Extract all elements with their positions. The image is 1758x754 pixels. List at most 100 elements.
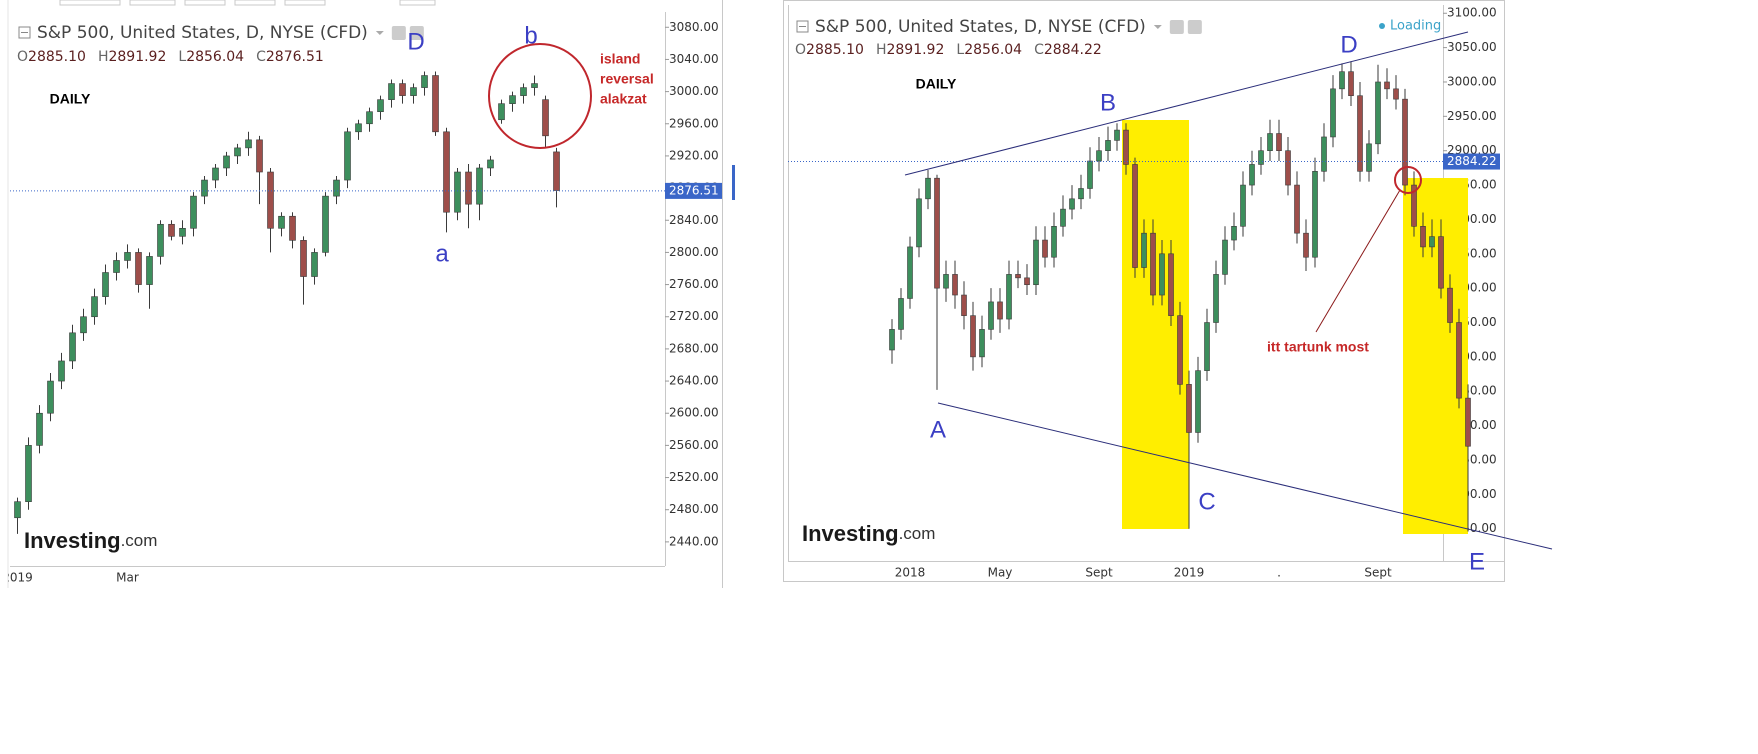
settings-button[interactable] — [1169, 20, 1184, 34]
frame-border — [783, 0, 1505, 582]
y-tick-label: 3080.00 — [669, 20, 719, 34]
candle-body — [943, 274, 949, 289]
candle-layer — [14, 61, 1471, 534]
y-tick-label: 2640.00 — [669, 374, 719, 388]
note: alakzat — [600, 91, 647, 107]
candle-body — [1015, 274, 1021, 279]
x-tick-label: Sept — [1085, 566, 1113, 580]
candle-body — [25, 445, 32, 502]
candle-body — [1069, 198, 1075, 210]
candle-body — [443, 131, 450, 213]
ohlc-value: 2891.92 — [886, 42, 944, 58]
candle-body — [988, 301, 994, 330]
toolbar-button[interactable] — [184, 0, 226, 6]
candle-body — [1411, 184, 1417, 227]
ohlc-key: H — [876, 42, 887, 58]
timeframe-label: DAILY — [50, 91, 91, 107]
candle-body — [421, 75, 428, 88]
y-tick-label: 3100.00 — [1447, 6, 1497, 20]
candle-body — [168, 223, 175, 237]
x-tick-label: 2019 — [2, 571, 33, 585]
toolbar-button[interactable] — [129, 0, 176, 6]
ohlc-value: 2891.92 — [108, 49, 166, 65]
candle-body — [289, 215, 296, 241]
candle-body — [925, 177, 931, 200]
candle-body — [1456, 322, 1462, 399]
candle-body — [1123, 129, 1129, 165]
candle-body — [1249, 164, 1255, 186]
candle-body — [1366, 143, 1372, 172]
ohlc-value: 2876.51 — [266, 49, 324, 65]
candle-body — [1024, 277, 1030, 286]
candle-body — [388, 83, 395, 100]
wave-label: A — [930, 416, 946, 443]
x-tick-label: Mar — [116, 571, 139, 585]
x-tick-label: 2019 — [1174, 566, 1205, 580]
candle-body — [432, 75, 439, 133]
candle-body — [344, 131, 351, 181]
highlight-circle — [488, 43, 592, 149]
candle-body — [1177, 315, 1183, 385]
y-tick-label: 2950.00 — [1447, 109, 1497, 123]
candle-body — [1051, 226, 1057, 258]
ohlc-key: H — [98, 49, 109, 65]
candle-body — [311, 252, 318, 277]
candle-body — [520, 87, 527, 96]
candle-body — [1303, 232, 1309, 258]
price-box — [1443, 153, 1500, 170]
toolbar-button[interactable] — [399, 0, 436, 6]
chart-title: S&P 500, United States, D, NYSE (CFD) — [37, 23, 368, 43]
wave-label: D — [1340, 31, 1357, 58]
candle-body — [69, 332, 76, 362]
candle-body — [1375, 81, 1381, 145]
candle-body — [1132, 164, 1138, 268]
settings-button[interactable] — [1187, 20, 1202, 34]
candle-body — [1204, 322, 1210, 371]
trend-line — [904, 31, 1469, 176]
side-marker — [732, 165, 735, 200]
candle-body — [1033, 239, 1039, 286]
toolbar-button[interactable] — [284, 0, 326, 6]
wave-label: D — [407, 28, 424, 55]
candle-body — [1159, 253, 1165, 296]
candle-body — [91, 296, 98, 318]
candle-body — [267, 171, 274, 229]
candle-body — [47, 380, 54, 414]
candle-body — [124, 252, 131, 261]
y-tick-label: 2760.00 — [669, 277, 719, 291]
price-label: 2876.51 — [669, 183, 719, 197]
candle-body — [1186, 384, 1192, 433]
x-tick-label: 2018 — [895, 566, 926, 580]
watermark-suffix: .com — [899, 524, 936, 543]
candle-body — [1114, 129, 1120, 141]
ohlc-value: 2885.10 — [806, 42, 864, 58]
settings-button[interactable] — [409, 26, 424, 40]
candle-body — [1060, 208, 1066, 227]
candle-body — [934, 177, 940, 289]
candle-body — [146, 256, 153, 285]
candle-body — [1078, 188, 1084, 200]
candle-body — [333, 179, 340, 197]
candle-body — [1096, 150, 1102, 162]
wave-label: B — [1100, 89, 1116, 116]
label-layer: 2876.51 S&P 500, United States, D, NYSE (… — [10, 17, 1500, 553]
ohlc-value: 2884.22 — [1044, 42, 1102, 58]
candle-body — [1384, 81, 1390, 90]
candle-body — [970, 315, 976, 358]
candle-body — [1402, 98, 1408, 186]
candle-body — [157, 223, 164, 257]
y-tick-label: 2600.00 — [669, 406, 719, 420]
x-tick-label: Sept — [1364, 566, 1392, 580]
note: reversal — [600, 71, 654, 87]
highlight-circle — [1394, 166, 1422, 194]
toolbar-button[interactable] — [59, 0, 121, 6]
candle-body — [1438, 236, 1444, 289]
candle-body — [454, 171, 461, 213]
candle-body — [80, 316, 87, 334]
candle-body — [1330, 88, 1336, 138]
pointer-line — [1315, 189, 1401, 333]
candle-body — [1150, 232, 1156, 296]
candle-body — [1339, 71, 1345, 90]
settings-button[interactable] — [391, 26, 406, 40]
toolbar-button[interactable] — [234, 0, 276, 6]
